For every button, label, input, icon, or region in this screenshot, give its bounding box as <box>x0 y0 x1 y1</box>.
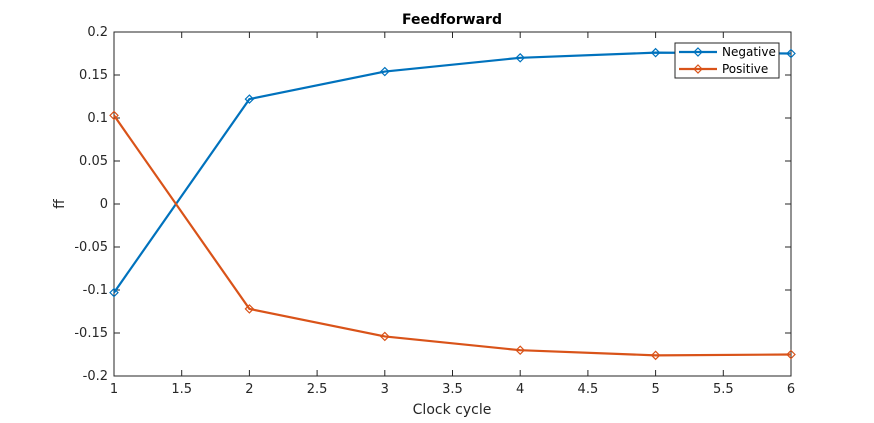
x-axis-label: Clock cycle <box>413 402 492 418</box>
data-point-negative <box>109 287 119 298</box>
data-point-negative <box>786 48 796 59</box>
x-axis: 1 1.5 2 2.5 3 3.5 4 4.5 5 5.5 6 <box>110 32 795 397</box>
chart-title: Feedforward <box>402 12 502 28</box>
y-tick-label: -0.2 <box>83 369 108 384</box>
x-tick-label: 1.5 <box>171 382 192 397</box>
x-tick-label: 5 <box>651 382 659 397</box>
x-tick-label: 4.5 <box>578 382 599 397</box>
y-tick-label: -0.1 <box>83 283 108 298</box>
x-tick-label: 3 <box>381 382 389 397</box>
x-tick-label: 4 <box>516 382 524 397</box>
legend-marker-positive <box>693 64 703 74</box>
legend: Negative Positive <box>674 42 780 79</box>
data-point-positive <box>244 304 255 314</box>
y-axis: -0.2 -0.15 -0.1 -0.05 0 0.05 0.1 0.15 0.2 <box>74 25 791 384</box>
x-tick-label: 3.5 <box>442 382 463 397</box>
data-point-positive <box>515 345 526 356</box>
x-tick-label: 1 <box>110 382 118 397</box>
y-axis-label: ff <box>52 199 68 209</box>
x-tick-label: 2 <box>245 382 253 397</box>
plot-area <box>113 31 792 377</box>
y-tick-label: 0.05 <box>79 154 108 169</box>
y-tick-label: 0.2 <box>87 25 108 40</box>
data-point-negative <box>244 94 255 104</box>
legend-label-negative: Negative <box>722 45 776 59</box>
series-line-positive <box>113 114 792 357</box>
data-point-negative <box>515 52 526 63</box>
data-point-positive <box>650 350 661 361</box>
y-tick-label: -0.15 <box>74 326 108 341</box>
data-point-positive <box>109 110 119 121</box>
x-tick-label: 2.5 <box>307 382 328 397</box>
x-tick-label: 5.5 <box>713 382 734 397</box>
data-point-negative <box>650 47 661 58</box>
legend-marker-negative <box>693 47 703 57</box>
x-tick-label: 6 <box>787 382 795 397</box>
legend-label-positive: Positive <box>722 62 768 76</box>
y-tick-label: -0.05 <box>74 240 108 255</box>
data-point-positive <box>379 331 390 342</box>
legend-box <box>674 42 780 79</box>
y-tick-label: 0.1 <box>87 111 108 126</box>
y-tick-label: 0 <box>100 197 108 212</box>
data-point-negative <box>379 66 390 77</box>
data-point-positive <box>786 349 796 360</box>
y-tick-label: 0.15 <box>79 68 108 83</box>
